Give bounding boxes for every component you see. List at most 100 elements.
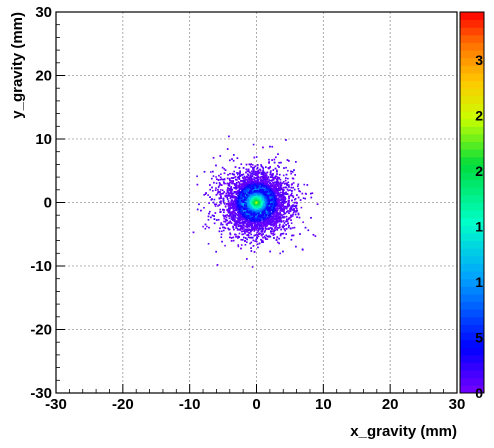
density-point xyxy=(292,227,294,229)
density-point xyxy=(280,233,282,235)
density-point xyxy=(224,244,226,247)
density-point xyxy=(286,203,289,205)
density-point xyxy=(231,212,233,215)
density-point xyxy=(244,178,246,181)
density-point xyxy=(255,229,258,231)
density-point xyxy=(251,164,254,166)
density-point xyxy=(256,166,259,169)
density-point xyxy=(240,212,242,215)
density-point xyxy=(234,212,237,214)
density-point xyxy=(287,169,289,172)
density-point xyxy=(285,220,287,223)
density-point xyxy=(236,179,238,181)
density-point xyxy=(263,185,265,187)
density-point xyxy=(233,176,235,179)
density-point xyxy=(231,211,234,214)
density-point xyxy=(232,216,234,219)
density-point xyxy=(304,197,307,200)
density-point xyxy=(224,215,227,217)
density-point xyxy=(275,180,278,183)
density-point xyxy=(290,206,292,209)
density-point xyxy=(280,161,282,164)
density-point xyxy=(212,175,215,177)
density-point xyxy=(251,266,254,268)
density-point xyxy=(229,232,231,234)
density-point xyxy=(291,215,294,217)
density-point xyxy=(316,203,319,206)
density-point xyxy=(209,171,212,173)
density-point xyxy=(250,177,252,179)
density-point xyxy=(281,198,283,201)
density-point xyxy=(226,222,229,225)
density-point xyxy=(292,234,295,237)
density-point xyxy=(223,172,226,175)
density-point xyxy=(272,179,275,181)
density-point xyxy=(232,159,235,162)
density-point xyxy=(247,233,250,236)
density-point xyxy=(260,164,262,166)
density-point xyxy=(222,229,225,232)
density-point xyxy=(244,232,246,235)
density-point xyxy=(221,166,224,169)
density-point xyxy=(224,205,227,208)
density-point xyxy=(227,202,229,205)
density-point xyxy=(215,182,218,185)
density-point xyxy=(266,228,268,230)
density-points xyxy=(192,135,319,268)
density-point xyxy=(246,170,249,173)
density-point xyxy=(224,227,227,230)
density-point xyxy=(243,230,245,232)
density-point xyxy=(229,221,232,224)
density-point xyxy=(230,199,233,201)
density-point xyxy=(208,202,210,204)
density-point xyxy=(240,244,243,246)
density-point xyxy=(261,180,264,183)
density-point xyxy=(295,206,297,209)
density-point xyxy=(227,215,230,217)
density-point xyxy=(246,180,249,182)
density-point xyxy=(234,184,236,187)
density-point xyxy=(240,247,242,250)
density-point xyxy=(221,192,224,195)
density-point xyxy=(242,176,244,179)
density-point xyxy=(230,216,233,218)
density-point xyxy=(228,207,230,209)
density-point xyxy=(233,207,236,210)
density-point xyxy=(234,187,237,190)
density-point xyxy=(273,215,275,218)
density-point xyxy=(244,180,246,182)
density-point xyxy=(240,183,243,186)
density-point xyxy=(254,177,257,179)
density-point xyxy=(271,179,273,181)
density-point xyxy=(244,230,246,233)
density-point xyxy=(206,225,208,228)
density-point xyxy=(275,185,278,188)
density-point xyxy=(248,229,250,232)
density-point xyxy=(274,167,277,170)
density-point xyxy=(213,198,216,201)
density-point xyxy=(281,225,284,228)
density-point xyxy=(280,184,282,186)
density-point xyxy=(263,171,266,174)
density-point xyxy=(292,186,294,189)
density-point xyxy=(227,227,229,230)
density-point xyxy=(250,229,253,232)
density-point xyxy=(280,182,283,185)
density-point xyxy=(219,227,221,230)
density-point xyxy=(223,220,225,223)
density-point xyxy=(246,241,248,243)
density-point xyxy=(227,210,230,213)
density-point xyxy=(244,221,247,224)
density-point xyxy=(236,217,238,219)
density-point xyxy=(203,170,206,173)
density-point xyxy=(215,194,218,196)
density-point xyxy=(310,196,313,199)
density-point xyxy=(240,224,243,227)
density-point xyxy=(203,206,205,209)
density-point xyxy=(275,222,277,224)
density-point xyxy=(271,200,273,202)
density-point xyxy=(240,227,243,230)
density-point xyxy=(246,216,248,218)
density-point xyxy=(216,192,219,195)
density-point xyxy=(220,196,222,198)
